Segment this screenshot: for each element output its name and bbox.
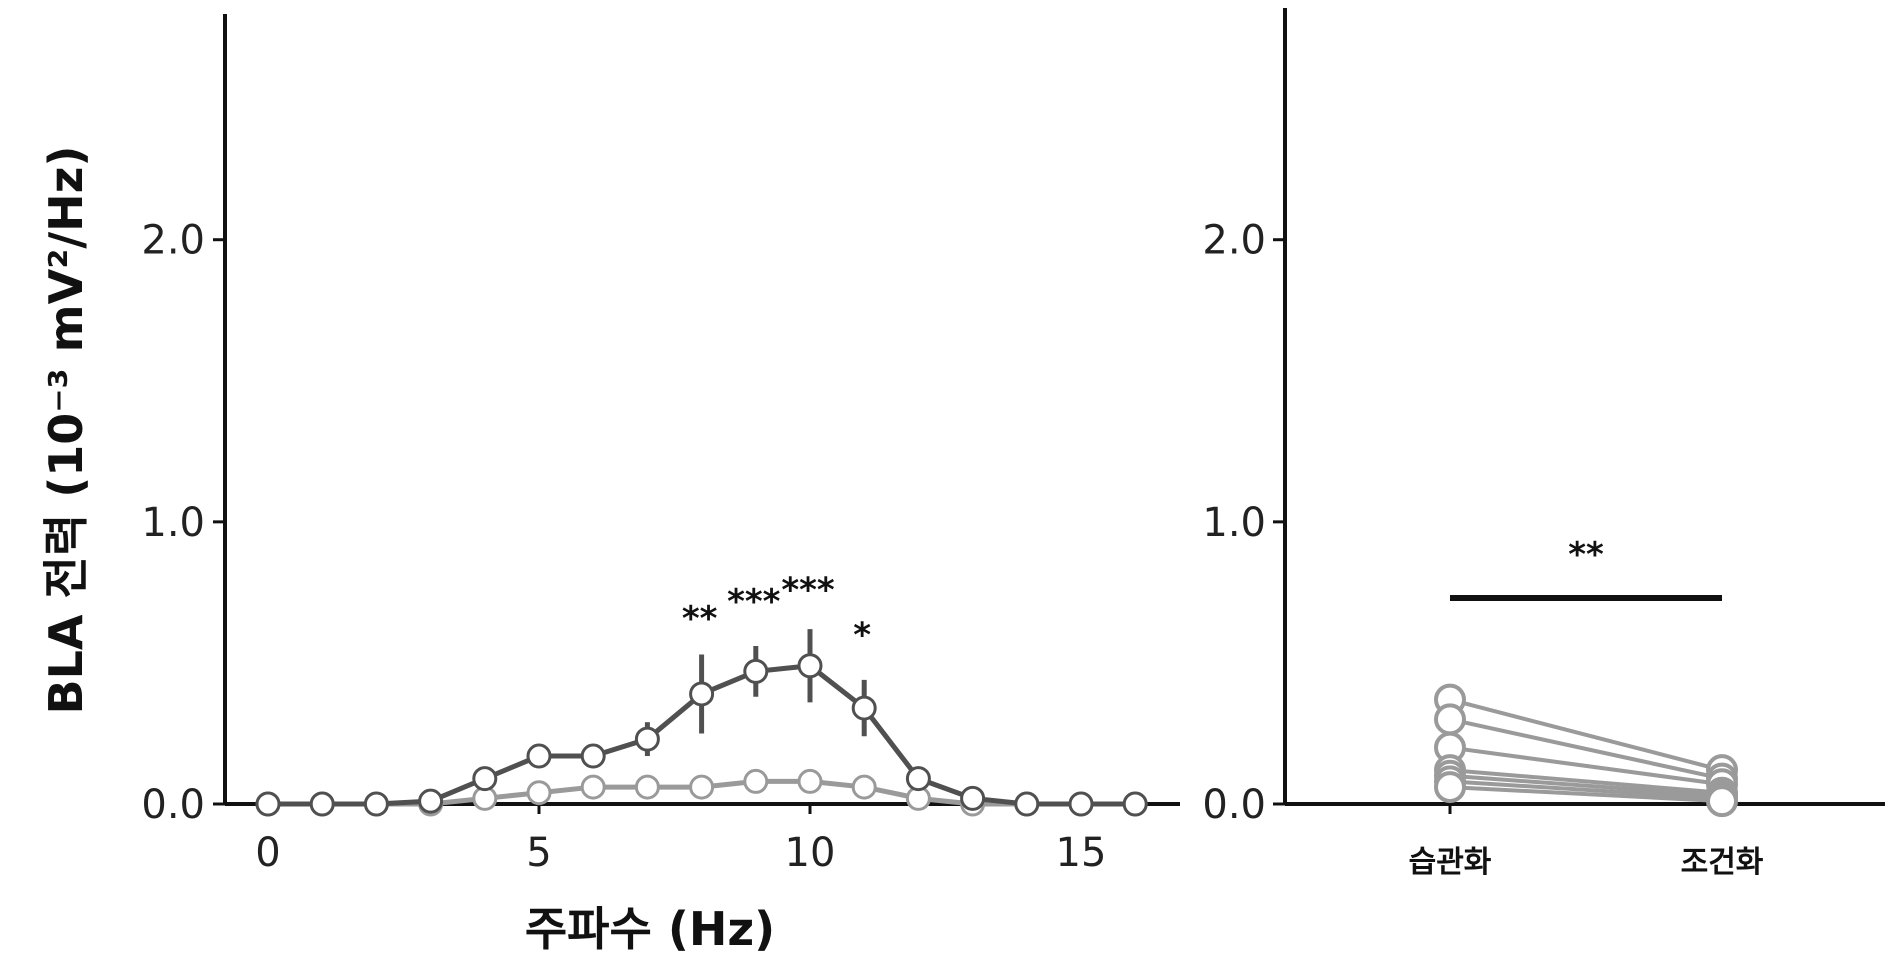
left-y-tick-label: 0.0 [141,782,205,828]
left-x-tick-label: 5 [526,830,551,876]
left-series-group [255,629,1148,817]
right-pair-line [1449,773,1723,798]
right-significance-marker: ** [1568,535,1604,575]
left-x-tick-label: 10 [785,830,836,876]
right-y-tick-label: 2.0 [1202,218,1266,264]
left-data-point [851,695,877,721]
right-category-label: 조건화 [1681,845,1764,880]
left-data-point [851,774,877,800]
left-significance-marker: *** [781,571,835,611]
left-significance-marker: ** [682,599,718,639]
left-significance-marker: * [853,616,871,656]
right-paired-points-group [1434,683,1738,818]
left-data-point [1122,791,1148,817]
left-data-point [472,766,498,792]
left-x-tick-label: 15 [1056,830,1107,876]
right-chart-panel: 2.0 1.0 0.0 습관화 조건화 ** [1202,8,1885,880]
right-conditioning-point [1706,785,1738,818]
left-data-point [960,785,986,811]
left-x-axis-title: 주파수 (Hz) [525,902,775,956]
left-y-tick-label: 1.0 [141,500,205,546]
right-pair-line [1449,697,1723,773]
left-significance-group: ** *** **** [682,571,871,656]
right-x-ticks: 습관화 조건화 [1409,804,1764,880]
left-y-ticks: 0.0 1.0 2.0 [141,218,225,828]
right-pair-line [1449,768,1723,795]
right-habituation-point [1434,703,1466,736]
left-data-point [418,788,444,814]
right-pair-line [1449,745,1723,787]
left-significance-marker: *** [727,582,781,622]
right-pair-line [1449,779,1723,801]
left-data-point [743,658,769,684]
right-significance-group: ** [1450,535,1722,602]
right-habituation-point [1434,771,1466,804]
left-data-point [743,768,769,794]
left-data-point [905,766,931,792]
left-data-point [526,743,552,769]
left-data-point [689,774,715,800]
left-data-point [526,780,552,806]
right-y-ticks: 2.0 1.0 0.0 [1202,218,1285,828]
right-category-label: 습관화 [1409,845,1492,880]
left-data-point [309,791,335,817]
left-data-point [363,791,389,817]
left-chart-panel: 0.01.02.0 0 5 10 15 ** *** **** 주파수 (Hz) BLA … [39,14,1180,956]
left-data-point [797,768,823,794]
left-data-point [1068,791,1094,817]
left-data-point [634,774,660,800]
left-data-point [580,774,606,800]
right-pair-line [1449,785,1723,804]
left-data-point [797,653,823,679]
left-x-tick-label: 0 [255,830,280,876]
left-data-point [580,743,606,769]
left-data-point [634,726,660,752]
right-y-tick-label: 1.0 [1202,500,1266,546]
left-data-point [1014,791,1040,817]
left-data-point [255,791,281,817]
left-data-point [689,681,715,707]
left-y-tick-label: 2.0 [141,218,205,264]
right-y-tick-label: 0.0 [1202,782,1266,828]
right-pair-line [1449,717,1723,781]
left-y-axis-title: BLA 전력 (10⁻³ mV²/Hz) [39,146,93,715]
